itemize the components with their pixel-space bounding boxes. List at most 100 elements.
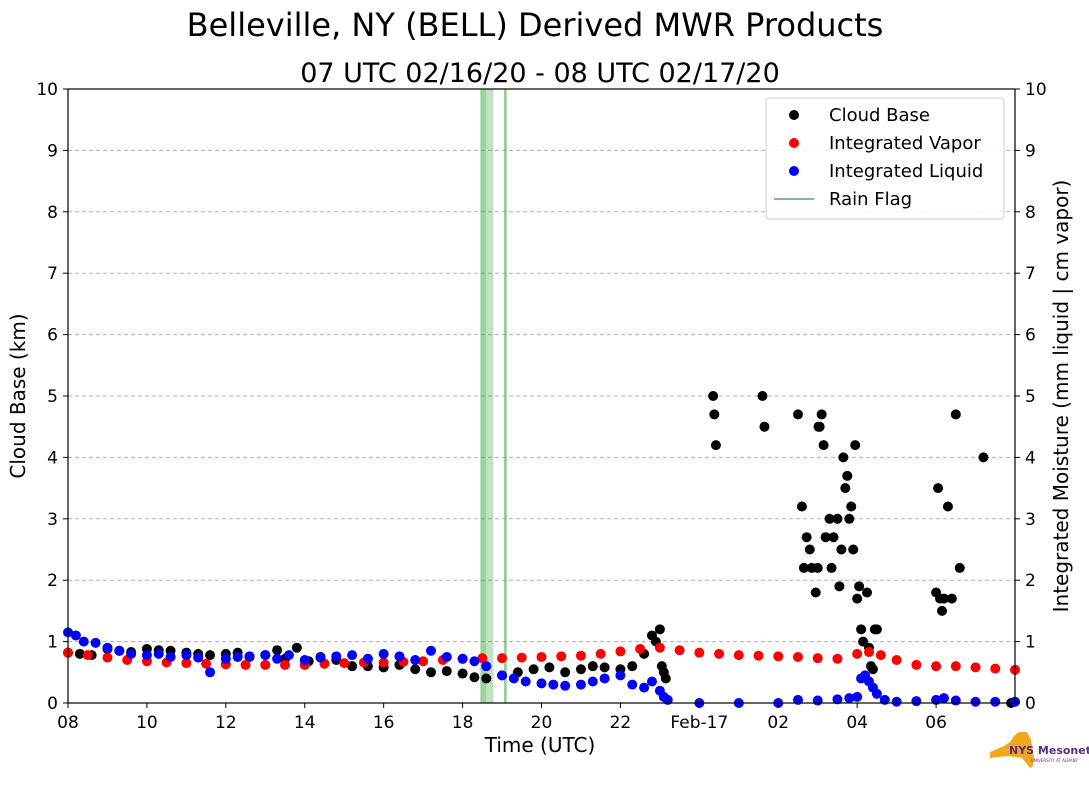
data-point	[153, 648, 164, 659]
data-point	[846, 501, 857, 512]
legend-label: Integrated Liquid	[829, 161, 983, 182]
data-point	[660, 673, 671, 684]
data-point	[792, 409, 803, 420]
data-point	[272, 645, 283, 656]
data-point	[497, 653, 508, 664]
data-point	[911, 659, 922, 670]
data-point	[875, 650, 886, 661]
rain-flag-bands	[480, 89, 507, 703]
data-point	[378, 657, 389, 668]
data-point	[970, 696, 981, 707]
data-point	[181, 658, 192, 669]
data-point	[942, 501, 953, 512]
data-point	[810, 587, 821, 598]
data-point	[520, 676, 531, 687]
data-point	[694, 647, 705, 658]
data-point	[753, 650, 764, 661]
x-tick-label: Feb-17	[670, 713, 728, 733]
data-point	[867, 664, 878, 675]
data-point	[193, 652, 204, 663]
data-point	[560, 667, 571, 678]
rain-flag-band	[504, 89, 507, 703]
data-point	[516, 652, 527, 663]
y-tick-label-right: 2	[1025, 571, 1036, 591]
data-point	[469, 656, 480, 667]
data-point	[842, 470, 853, 481]
y-tick-label-left: 8	[47, 203, 58, 223]
y-tick-label-left: 4	[47, 448, 58, 468]
data-point	[854, 581, 865, 592]
data-point	[615, 670, 626, 681]
data-point	[560, 680, 571, 691]
data-point	[950, 695, 961, 706]
data-point	[773, 651, 784, 662]
data-point	[457, 668, 468, 679]
data-point	[828, 532, 839, 543]
data-point	[836, 544, 847, 555]
data-point	[978, 452, 989, 463]
data-point	[587, 661, 598, 672]
data-point	[220, 653, 231, 664]
y-tick-label-left: 7	[47, 264, 58, 284]
data-point	[272, 653, 283, 664]
data-point	[852, 593, 863, 604]
data-point	[426, 667, 437, 678]
x-tick-label: 08	[57, 713, 79, 733]
data-point	[114, 645, 125, 656]
data-point	[824, 513, 835, 524]
data-point	[792, 651, 803, 662]
data-point	[201, 658, 212, 669]
data-point	[575, 679, 586, 690]
data-point	[418, 656, 429, 667]
x-tick-label: 18	[452, 713, 474, 733]
y-tick-label-right: 0	[1025, 694, 1036, 714]
data-point	[102, 652, 113, 663]
data-point	[481, 661, 492, 672]
data-point	[587, 676, 598, 687]
x-axis-label: Time (UTC)	[484, 733, 596, 757]
data-point	[814, 421, 825, 432]
data-point	[315, 652, 326, 663]
data-point	[826, 562, 837, 573]
data-point	[933, 483, 944, 494]
y-tick-label-left: 1	[47, 633, 58, 653]
data-point	[798, 562, 809, 573]
data-point	[639, 682, 650, 693]
data-point	[291, 642, 302, 653]
x-tick-label: 06	[925, 713, 947, 733]
data-point	[508, 673, 519, 684]
data-point	[299, 655, 310, 666]
x-tick-label: 04	[846, 713, 868, 733]
data-point	[970, 662, 981, 673]
data-point	[347, 650, 358, 661]
data-point	[70, 630, 81, 641]
data-point	[938, 593, 949, 604]
data-point	[556, 651, 567, 662]
data-point	[599, 673, 610, 684]
data-point	[441, 651, 452, 662]
data-point	[627, 679, 638, 690]
logo-text: NYS Mesonet	[1009, 744, 1089, 757]
legend-label: Integrated Vapor	[829, 133, 981, 154]
data-point	[599, 662, 610, 673]
x-tick-label: 22	[610, 713, 632, 733]
data-point	[362, 653, 373, 664]
data-point	[709, 409, 720, 420]
data-point	[871, 624, 882, 635]
rain-flag-band	[480, 89, 487, 703]
y-tick-label-right: 6	[1025, 326, 1036, 346]
y-tick-label-right: 1	[1025, 633, 1036, 653]
data-point	[244, 651, 255, 662]
data-point	[710, 440, 721, 451]
data-point	[844, 513, 855, 524]
data-point	[102, 642, 113, 653]
data-point	[714, 648, 725, 659]
legend-label: Cloud Base	[829, 105, 930, 126]
data-point	[595, 648, 606, 659]
y-tick-label-right: 10	[1025, 80, 1047, 100]
data-point	[426, 645, 437, 656]
data-point	[283, 650, 294, 661]
data-point	[410, 655, 421, 666]
